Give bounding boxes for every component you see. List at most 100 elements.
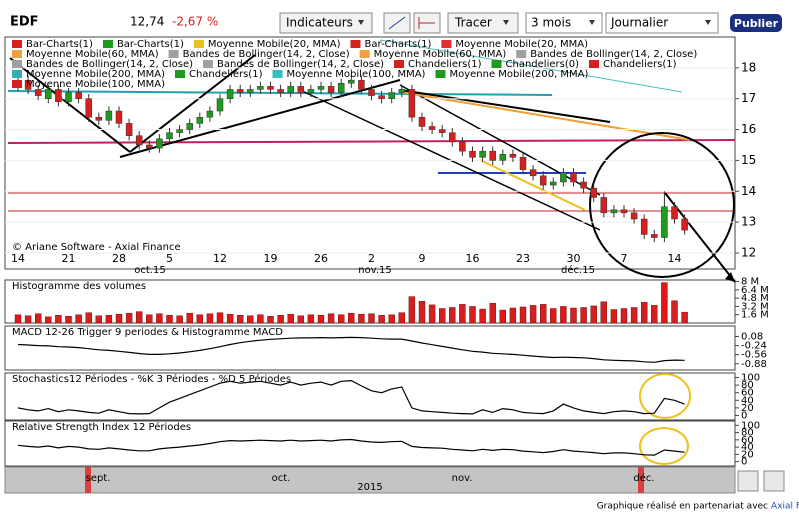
volume-bar xyxy=(186,312,193,324)
annotation-line xyxy=(7,90,553,96)
x-tick-label: 12 xyxy=(213,252,227,265)
volume-bar xyxy=(428,304,436,324)
highlight-circle xyxy=(589,132,735,278)
nav-handle[interactable] xyxy=(638,467,644,493)
nav-month: sept. xyxy=(86,473,111,484)
candle-body xyxy=(166,132,173,140)
legend-swatch xyxy=(441,40,452,48)
legend-label: Bandes de Bollinger(14, 2, Close) xyxy=(26,59,193,70)
panel-title: MACD 12-26 Trigger 9 periodes & Histogra… xyxy=(12,327,283,338)
trend-line xyxy=(399,91,691,141)
legend-label: Bar-Charts(1) xyxy=(26,39,93,50)
volume-bar xyxy=(206,313,214,324)
indicators-button[interactable] xyxy=(279,12,373,34)
volume-bar xyxy=(146,314,153,324)
indicators-label[interactable]: Indicateurs xyxy=(286,16,353,30)
volume-bar xyxy=(489,303,496,324)
y-tick-label: 20 xyxy=(741,403,754,414)
legend-swatch xyxy=(12,50,22,58)
legend-swatch xyxy=(516,50,527,58)
y-tick-label: 12 xyxy=(741,245,756,259)
candle-body xyxy=(529,169,537,177)
trend-line xyxy=(479,159,586,211)
draw-button[interactable] xyxy=(447,12,519,34)
nav-month: nov. xyxy=(452,473,473,484)
interval-label[interactable]: Journalier xyxy=(610,16,668,30)
candle-body xyxy=(509,153,517,158)
period-select[interactable] xyxy=(525,12,603,34)
candle-body xyxy=(297,86,305,93)
candle-body xyxy=(34,89,42,96)
volume-bar xyxy=(469,306,476,324)
trend-line xyxy=(119,79,401,158)
volume-bar xyxy=(630,307,638,324)
candle-body xyxy=(550,181,557,186)
volume-bar xyxy=(600,301,607,324)
trend-line xyxy=(399,84,601,196)
candle-body xyxy=(105,110,113,121)
publish-button[interactable] xyxy=(730,14,782,32)
volume-bar xyxy=(226,313,234,324)
candle-body xyxy=(681,218,688,231)
y-tick-label: -0.24 xyxy=(741,341,767,352)
candle-body xyxy=(449,132,456,143)
publish-label[interactable]: Publier xyxy=(734,17,779,30)
y-tick-label: 0.08 xyxy=(741,332,763,343)
footer-link[interactable]: Axial Finance xyxy=(771,502,799,512)
candle-body xyxy=(630,212,638,220)
x-tick-label: 14 xyxy=(668,252,682,265)
interval-select[interactable] xyxy=(605,12,719,34)
x-tick-label: 14 xyxy=(11,252,25,265)
legend-swatch xyxy=(12,40,22,48)
legend-swatch xyxy=(12,60,22,68)
y-tick-label: -0.56 xyxy=(741,350,767,361)
highlight-ellipse xyxy=(639,373,691,419)
x-tick-label: 16 xyxy=(466,252,480,265)
panel-title: Histogramme des volumes xyxy=(12,281,146,292)
volume-bar xyxy=(509,307,517,324)
nav-handle[interactable] xyxy=(85,467,91,493)
volume-bar xyxy=(267,316,274,324)
draw-label[interactable]: Tracer xyxy=(454,16,492,30)
volume-bar xyxy=(439,308,446,324)
panel-title: Stochastics12 Périodes - %K 3 Périodes -… xyxy=(12,373,291,385)
highlight-ellipse xyxy=(639,427,689,465)
nav-year: 2015 xyxy=(357,482,382,493)
trend-line xyxy=(129,54,256,153)
y-tick-label: 17 xyxy=(741,91,756,105)
volume-bar xyxy=(388,314,395,324)
y-tick-label: 100 xyxy=(741,420,760,431)
volume-bar xyxy=(176,315,183,324)
volume-bar xyxy=(287,313,294,324)
volume-bar xyxy=(35,313,42,324)
candle-body xyxy=(600,197,608,214)
candle-body xyxy=(640,218,648,235)
expand-button[interactable] xyxy=(763,470,785,492)
volume-bar xyxy=(247,315,254,324)
volume-bar xyxy=(166,315,173,324)
indicator-line xyxy=(17,438,685,456)
x-tick-label: 19 xyxy=(264,252,278,265)
legend-label: Moyenne Mobile(200, MMA) xyxy=(449,69,588,80)
volume-bar xyxy=(338,314,345,324)
candle-body xyxy=(610,209,618,214)
volume-bar xyxy=(610,309,618,324)
candle-body xyxy=(580,181,587,189)
y-tick-label: 60 xyxy=(741,435,754,446)
navigator[interactable] xyxy=(4,466,736,494)
period-label[interactable]: 3 mois xyxy=(531,16,571,30)
legend-label: Moyenne Mobile(20, MMA) xyxy=(455,39,588,50)
dropdown-arrow xyxy=(589,20,595,25)
x-tick-label: 28 xyxy=(112,252,126,265)
indicator-line xyxy=(17,336,685,363)
export-button[interactable] xyxy=(737,470,759,492)
volume-bar xyxy=(651,305,658,324)
rsi-panel xyxy=(4,420,736,467)
volume-bar xyxy=(499,309,506,324)
line-icon xyxy=(388,16,406,30)
volume-bar xyxy=(327,313,335,324)
volume-bar xyxy=(540,304,547,324)
candle-body xyxy=(55,89,62,103)
legend-label: Bar-Charts(1) xyxy=(364,39,431,50)
